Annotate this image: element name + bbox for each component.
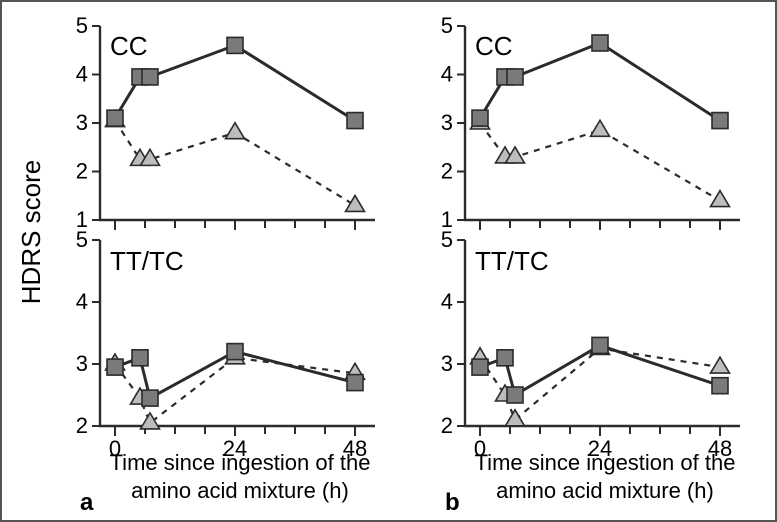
square-marker-icon — [712, 113, 728, 129]
y-tick-label: 5 — [441, 13, 453, 38]
x-axis-label: Time since ingestion of the — [475, 450, 736, 475]
square-marker-icon — [132, 350, 148, 366]
square-marker-icon — [592, 35, 608, 51]
figure: HDRS score12345CC234502448TT/TCaTime sin… — [0, 0, 777, 522]
square-marker-icon — [142, 69, 158, 85]
y-tick-label: 5 — [76, 13, 88, 38]
y-tick-label: 2 — [441, 413, 453, 438]
square-marker-icon — [107, 110, 123, 126]
y-axis-label: HDRS score — [16, 160, 46, 304]
square-marker-icon — [497, 350, 513, 366]
square-marker-icon — [107, 359, 123, 375]
square-marker-icon — [347, 375, 363, 391]
square-marker-icon — [142, 390, 158, 406]
y-tick-label: 2 — [76, 413, 88, 438]
panel-title: TT/TC — [110, 246, 184, 276]
y-tick-label: 3 — [441, 351, 453, 376]
y-tick-label: 3 — [441, 110, 453, 135]
square-marker-icon — [472, 110, 488, 126]
panel-title: TT/TC — [475, 246, 549, 276]
y-tick-label: 4 — [441, 62, 453, 87]
x-axis-label: amino acid mixture (h) — [496, 478, 714, 503]
x-axis-label: amino acid mixture (h) — [131, 478, 349, 503]
y-tick-label: 4 — [76, 62, 88, 87]
y-tick-label: 4 — [76, 289, 88, 314]
y-tick-label: 4 — [441, 289, 453, 314]
panel-title: CC — [475, 31, 513, 61]
square-marker-icon — [227, 344, 243, 360]
square-marker-icon — [712, 378, 728, 394]
y-tick-label: 5 — [441, 227, 453, 252]
square-marker-icon — [507, 69, 523, 85]
panel-letter: a — [80, 489, 94, 516]
y-tick-label: 2 — [76, 159, 88, 184]
square-marker-icon — [347, 113, 363, 129]
square-marker-icon — [472, 359, 488, 375]
y-tick-label: 5 — [76, 227, 88, 252]
y-tick-label: 2 — [441, 159, 453, 184]
square-marker-icon — [227, 37, 243, 53]
x-axis-label: Time since ingestion of the — [110, 450, 371, 475]
panel-title: CC — [110, 31, 148, 61]
panel-letter: b — [445, 489, 460, 516]
y-tick-label: 3 — [76, 351, 88, 376]
y-tick-label: 3 — [76, 110, 88, 135]
square-marker-icon — [592, 337, 608, 353]
square-marker-icon — [507, 387, 523, 403]
